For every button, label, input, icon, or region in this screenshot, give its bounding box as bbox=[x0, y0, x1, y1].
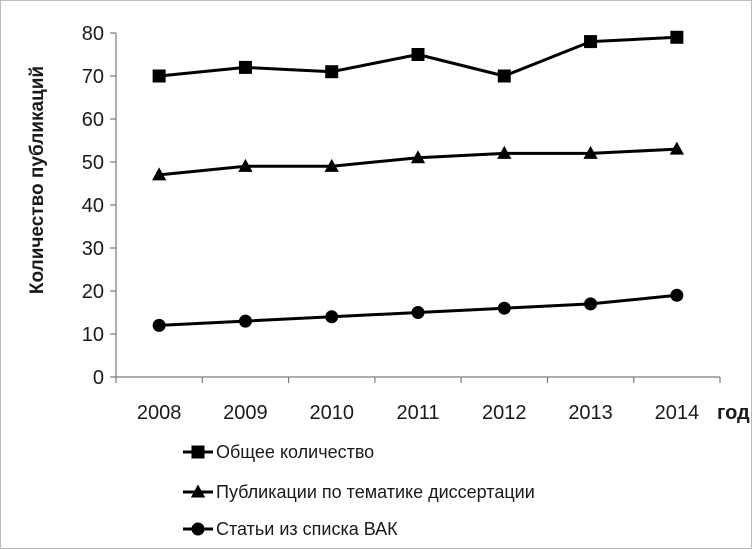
legend-item: Статьи из списка ВАК bbox=[183, 519, 398, 539]
series-layer bbox=[151, 30, 685, 332]
y-tick-label: 40 bbox=[82, 195, 104, 217]
data-point bbox=[411, 48, 425, 61]
data-point bbox=[238, 60, 252, 74]
legend-marker bbox=[191, 522, 205, 536]
data-point bbox=[238, 158, 253, 172]
y-tick-label: 30 bbox=[82, 238, 104, 260]
x-tick-label: 2013 bbox=[568, 402, 613, 424]
data-point bbox=[583, 145, 598, 159]
series-square bbox=[152, 30, 684, 83]
data-point bbox=[238, 314, 252, 328]
data-point bbox=[324, 158, 339, 172]
y-tick-label: 20 bbox=[82, 281, 104, 303]
legend-item: Общее количество bbox=[183, 442, 374, 462]
series-triangle bbox=[151, 141, 685, 181]
data-point bbox=[411, 306, 425, 319]
data-point bbox=[152, 69, 166, 83]
axes bbox=[115, 33, 720, 378]
x-axis-label: год bbox=[717, 402, 750, 424]
legend-marker bbox=[191, 445, 205, 459]
y-tick-label: 0 bbox=[93, 367, 104, 389]
y-axis-label: Количество публикаций bbox=[27, 66, 48, 294]
y-tick-label: 60 bbox=[82, 109, 104, 131]
data-point bbox=[325, 310, 339, 324]
y-tick-label: 70 bbox=[82, 66, 104, 88]
data-point bbox=[670, 288, 684, 302]
y-tick-label: 10 bbox=[82, 324, 104, 346]
data-point bbox=[584, 297, 598, 311]
data-point bbox=[497, 301, 511, 315]
data-point bbox=[152, 318, 166, 332]
legend: Общее количество Публикации по тематике д… bbox=[183, 442, 535, 539]
x-tick-label: 2014 bbox=[655, 402, 700, 424]
legend-label: Публикации по тематике диссертации bbox=[216, 482, 535, 502]
data-point bbox=[497, 145, 512, 159]
data-point bbox=[325, 65, 339, 79]
x-tick-label: 2009 bbox=[223, 402, 268, 424]
legend-label: Статьи из списка ВАК bbox=[216, 519, 398, 539]
x-tick-label: 2011 bbox=[396, 402, 439, 424]
y-tick-label: 50 bbox=[82, 152, 104, 174]
series-circle bbox=[152, 288, 684, 332]
legend-label: Общее количество bbox=[216, 442, 374, 462]
x-tick-label: 2012 bbox=[482, 402, 527, 424]
y-tick-label: 80 bbox=[82, 23, 104, 45]
data-point bbox=[497, 69, 511, 83]
y-ticks: 0 10 20 30 40 50 60 70 80 bbox=[82, 23, 116, 389]
x-ticks: 2008 2009 2010 2011 2012 2013 2014 bbox=[115, 377, 721, 424]
x-tick-label: 2010 bbox=[309, 402, 354, 424]
x-tick-label: 2008 bbox=[137, 402, 182, 424]
data-point bbox=[584, 35, 598, 49]
data-point bbox=[670, 30, 684, 44]
data-point bbox=[410, 150, 426, 164]
data-point bbox=[151, 167, 167, 181]
legend-marker bbox=[190, 484, 206, 498]
legend-item: Публикации по тематике диссертации bbox=[183, 482, 535, 502]
data-point bbox=[669, 141, 685, 155]
